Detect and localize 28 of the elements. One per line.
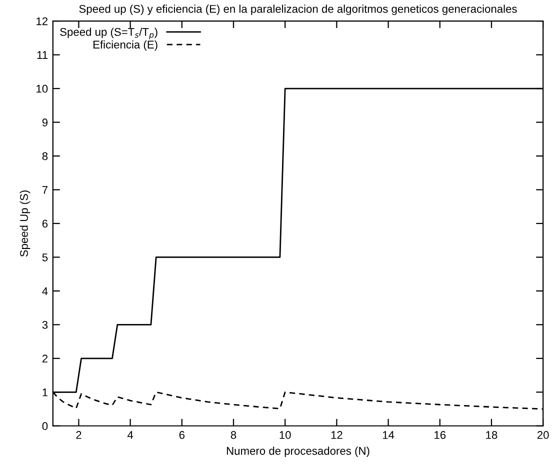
x-tick-label: 6 xyxy=(179,431,185,439)
y-tick-label: 6 xyxy=(42,220,48,228)
x-tick-label: 2 xyxy=(76,431,82,439)
x-tick-label: 18 xyxy=(486,431,498,439)
y-axis-title: Speed Up (S) xyxy=(20,190,30,257)
x-tick-label: 12 xyxy=(331,431,342,439)
y-tick-label: 11 xyxy=(37,51,48,59)
x-tick-label: 10 xyxy=(280,431,291,439)
y-tick-label: 7 xyxy=(42,186,48,194)
y-tick-label: 3 xyxy=(42,320,48,329)
x-tick-label: 14 xyxy=(382,431,394,439)
x-tick-label: 8 xyxy=(230,431,236,439)
x-tick-label: 4 xyxy=(127,431,134,439)
y-tick-label: 5 xyxy=(42,254,48,262)
x-tick-label: 20 xyxy=(537,431,549,439)
x-tick-label: 16 xyxy=(434,431,446,439)
y-tick-label: 1 xyxy=(42,388,48,396)
legend-label: Speed up (S=T$_{s}$/T$_{p}$) xyxy=(60,28,158,40)
chart-title: Speed up (S) y eficiencia (E) en la paralelizacion de algoritmos geneticos generacionales xyxy=(79,4,517,16)
y-tick-label: 10 xyxy=(36,84,48,93)
x-axis-title: Numero de procesadores (N) xyxy=(226,446,370,458)
y-tick-label: 8 xyxy=(42,152,48,160)
legend-label: Eficiencia (E) xyxy=(93,40,158,51)
y-tick-label: 0 xyxy=(42,422,48,430)
y-tick-label: 2 xyxy=(42,354,48,362)
y-tick-label: 9 xyxy=(42,118,48,126)
y-tick-label: 4 xyxy=(42,287,48,295)
y-tick-label: 12 xyxy=(36,17,48,26)
